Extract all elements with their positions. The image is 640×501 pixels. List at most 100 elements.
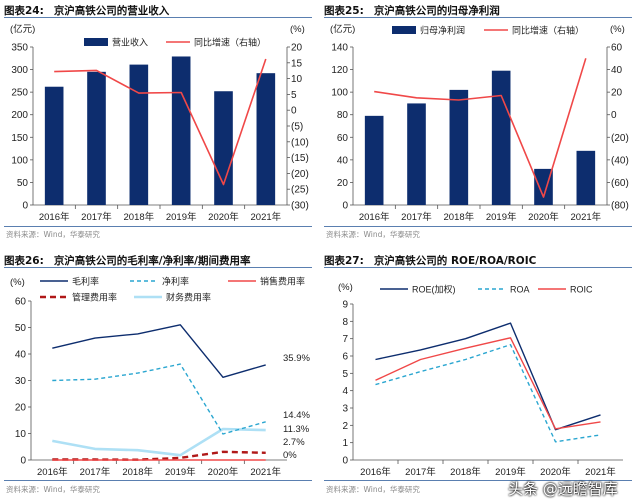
x-tick-label: 2017年 bbox=[401, 211, 432, 223]
y-tick-label: 60 bbox=[337, 133, 349, 144]
y-tick-label: 20 bbox=[15, 403, 27, 414]
legend-label: 归母净利润 bbox=[420, 25, 465, 36]
data-label: 35.9% bbox=[283, 353, 310, 364]
x-tick-label: 2019年 bbox=[166, 211, 197, 223]
y-tick-label: 7 bbox=[342, 334, 348, 345]
x-tick-label: 2018年 bbox=[122, 466, 153, 478]
x-tick-label: 2020年 bbox=[208, 466, 239, 478]
y2-tick-label: (20) bbox=[611, 133, 629, 144]
y2-tick-label: (40) bbox=[611, 155, 629, 166]
data-label: 11.3% bbox=[283, 424, 310, 435]
figure-title: 京沪高铁公司的归母净利润 bbox=[373, 5, 500, 17]
x-tick-label: 2016年 bbox=[37, 466, 68, 478]
y-tick-label: 10 bbox=[15, 429, 27, 440]
x-tick-label: 2018年 bbox=[124, 211, 155, 223]
y-tick-label: 150 bbox=[11, 133, 28, 144]
y-tick-label: 300 bbox=[11, 65, 28, 76]
source-rule bbox=[4, 480, 312, 481]
chart-title: 图表25: 京沪高铁公司的归母净利润 bbox=[324, 3, 500, 18]
y-tick-label: 6 bbox=[342, 352, 348, 363]
chart-panel-25: 图表25: 京沪高铁公司的归母净利润 0 20 40 60 80 100 120 140 (80)… bbox=[320, 0, 640, 245]
y2-tick-label: (80) bbox=[611, 201, 629, 212]
source-note: 资料来源：Wind，华泰研究 bbox=[326, 485, 420, 494]
legend-label: 销售费用率 bbox=[260, 276, 305, 287]
y2-tick-label: (5) bbox=[291, 122, 303, 133]
source-rule bbox=[324, 226, 632, 227]
y2-tick-label: 10 bbox=[291, 74, 303, 85]
bar bbox=[534, 168, 553, 205]
y2-tick-label: 0 bbox=[291, 106, 297, 117]
y2-tick-label: (25) bbox=[291, 185, 309, 196]
series-line bbox=[375, 337, 601, 430]
y-axis-label: (%) bbox=[10, 277, 25, 288]
title-rule bbox=[4, 267, 312, 268]
y-tick-label: 60 bbox=[15, 297, 27, 308]
y-tick-label: 4 bbox=[342, 386, 348, 397]
legend-label: 管理费用率 bbox=[72, 292, 117, 303]
y-tick-label: 40 bbox=[15, 350, 27, 361]
y-tick-label: 50 bbox=[17, 178, 29, 189]
data-label: 0% bbox=[283, 450, 297, 461]
chart-title: 图表26: 京沪高铁公司的毛利率/净利率/期间费用率 bbox=[4, 253, 250, 268]
bar bbox=[171, 56, 191, 206]
y-tick-label: 100 bbox=[331, 88, 348, 99]
y2-tick-label: 40 bbox=[611, 65, 623, 76]
x-tick-label: 2018年 bbox=[450, 466, 481, 478]
y-tick-label: 30 bbox=[15, 376, 27, 387]
chart-title: 图表27: 京沪高铁公司的 ROE/ROA/ROIC bbox=[324, 253, 536, 268]
series-line bbox=[52, 427, 266, 457]
x-tick-label: 2018年 bbox=[444, 211, 475, 223]
y-tick-label: 1 bbox=[342, 438, 348, 449]
figure-title: 京沪高铁公司的 ROE/ROA/ROIC bbox=[373, 255, 537, 267]
legend-label: 营业收入 bbox=[112, 37, 148, 48]
chart-svg: 050100150200250300350(30)(25)(20)(15)(10… bbox=[10, 23, 309, 223]
bar bbox=[407, 103, 426, 205]
y2-tick-label: (60) bbox=[611, 178, 629, 189]
x-tick-label: 2017年 bbox=[405, 466, 436, 478]
y-tick-label: 0 bbox=[342, 201, 348, 212]
legend-label: 毛利率 bbox=[72, 276, 99, 287]
x-tick-label: 2016年 bbox=[359, 211, 390, 223]
bar bbox=[129, 64, 149, 205]
bar bbox=[491, 70, 511, 205]
figure-title: 京沪高铁公司的营业收入 bbox=[53, 5, 170, 17]
y2-tick-label: 20 bbox=[291, 43, 303, 54]
bar bbox=[364, 115, 384, 205]
legend-label: ROIC bbox=[570, 285, 593, 295]
y-tick-label: 8 bbox=[342, 317, 348, 328]
figure-number: 图表24: bbox=[4, 5, 44, 17]
bar bbox=[576, 150, 596, 205]
y-axis-label: (亿元) bbox=[330, 23, 355, 35]
chart-title: 图表24: 京沪高铁公司的营业收入 bbox=[4, 3, 169, 18]
y-tick-label: 0 bbox=[342, 456, 348, 467]
chart-svg: 0 1 2 3 4 5 6 7 8 9 (%) 2016年 2017年 2018年 2019年 2020年 20… bbox=[338, 282, 623, 478]
x-tick-label: 2021年 bbox=[585, 466, 616, 478]
y-tick-label: 0 bbox=[22, 201, 28, 212]
x-tick-label: 2016年 bbox=[39, 211, 70, 223]
series-line bbox=[52, 324, 266, 379]
bar bbox=[449, 89, 469, 205]
source-note: 资料来源：Wind，华泰研究 bbox=[326, 230, 420, 239]
series-line bbox=[52, 363, 266, 435]
legend-label: 同比增速（右轴） bbox=[512, 25, 584, 36]
y-tick-label: 140 bbox=[331, 43, 348, 54]
chart-svg: 0 10 20 30 40 50 60 (%) 2016年 2017年 2018年 2019年 2020… bbox=[10, 276, 310, 479]
data-label: 14.4% bbox=[283, 410, 310, 421]
x-tick-label: 2020年 bbox=[540, 466, 571, 478]
y-tick-label: 20 bbox=[337, 178, 349, 189]
y2-tick-label: 5 bbox=[291, 90, 297, 101]
y-axis-label: (亿元) bbox=[10, 23, 35, 35]
source-rule bbox=[4, 226, 312, 227]
y2-axis-label: (%) bbox=[610, 24, 625, 35]
legend-label: 同比增速（右轴） bbox=[194, 37, 266, 48]
y2-tick-label: (15) bbox=[291, 153, 309, 164]
y-tick-label: 200 bbox=[11, 110, 28, 121]
x-tick-label: 2017年 bbox=[81, 211, 112, 223]
y-tick-label: 80 bbox=[337, 110, 349, 121]
chart-panel-26: 图表26: 京沪高铁公司的毛利率/净利率/期间费用率 0 10 20 30 40 50 60 (… bbox=[0, 250, 320, 501]
x-tick-label: 2019年 bbox=[486, 211, 517, 223]
legend-label: 净利率 bbox=[162, 276, 189, 287]
bar bbox=[214, 91, 233, 205]
y2-tick-label: (30) bbox=[291, 201, 309, 212]
figure-title: 京沪高铁公司的毛利率/净利率/期间费用率 bbox=[53, 255, 251, 267]
